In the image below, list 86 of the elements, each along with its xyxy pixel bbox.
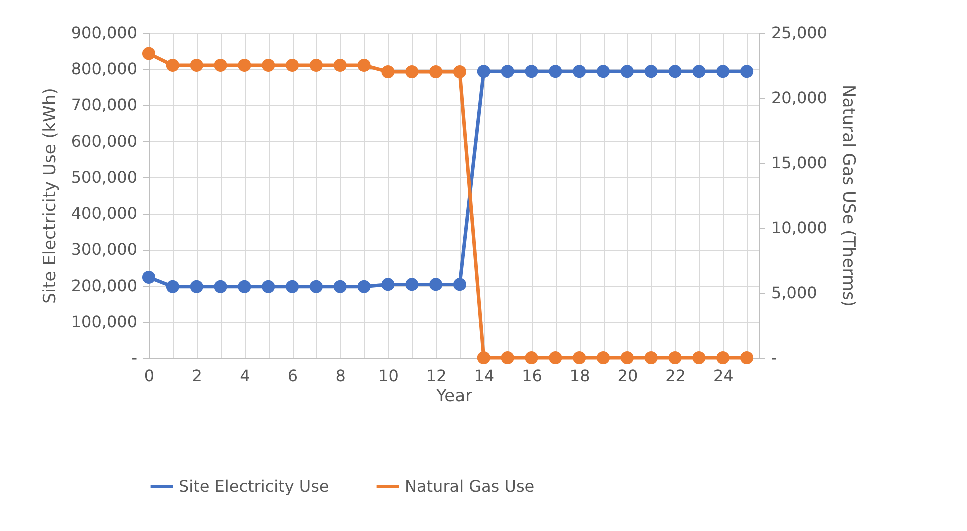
point	[430, 278, 443, 292]
y-tick-label: 300,000	[71, 240, 138, 260]
point	[166, 58, 180, 72]
point	[453, 65, 466, 79]
y-tick-label: 900,000	[71, 24, 138, 42]
x-tick-label: 24	[713, 366, 734, 386]
y-axis-title: Site Electricity Use (kWh)	[40, 88, 60, 304]
y2-tick-label: -	[772, 348, 778, 368]
y-tick-label: 700,000	[71, 96, 138, 115]
point	[166, 280, 180, 294]
x-tick-label: 16	[522, 366, 542, 386]
y-tick-label: 600,000	[71, 132, 138, 151]
y2-tick-label: 25,000	[772, 24, 828, 42]
point	[668, 65, 682, 78]
y-tick-label: 200,000	[71, 276, 138, 296]
point	[142, 270, 156, 284]
point	[525, 351, 538, 365]
point	[740, 351, 754, 365]
point	[382, 278, 395, 292]
x-axis-title: Year	[436, 386, 473, 406]
point	[453, 278, 466, 292]
y-tick-label: -	[132, 348, 138, 368]
point	[214, 280, 228, 294]
y-tick-label: 500,000	[71, 168, 138, 187]
x-tick-label: 4	[240, 366, 250, 386]
point	[190, 280, 204, 294]
x-tick-label: 20	[618, 366, 638, 386]
point	[620, 65, 634, 78]
point	[692, 351, 706, 365]
x-tick-label: 18	[570, 366, 590, 386]
y-tick-label: 100,000	[71, 312, 138, 332]
point	[238, 58, 252, 72]
y2-axis-title: Natural Gas USe (Therms)	[838, 84, 858, 308]
point	[716, 351, 730, 365]
point	[477, 65, 490, 78]
point	[692, 65, 706, 78]
point	[382, 65, 395, 79]
point	[406, 278, 419, 292]
point	[310, 58, 323, 72]
point	[430, 65, 443, 79]
point	[549, 351, 562, 365]
x-tick-label: 2	[192, 366, 202, 386]
x-tick-label: 10	[378, 366, 399, 386]
y2-tick-label: 10,000	[772, 218, 828, 238]
point	[716, 65, 730, 78]
y-tick-label: 400,000	[71, 204, 138, 224]
point	[238, 280, 252, 294]
point	[358, 58, 371, 72]
x-tick-label: 14	[474, 366, 495, 386]
y-tick-label: 800,000	[71, 60, 138, 79]
point	[334, 280, 347, 294]
point	[310, 280, 323, 294]
x-tick-label: 8	[336, 366, 346, 386]
point	[358, 280, 371, 294]
point	[525, 65, 538, 78]
legend-label: Natural Gas Use	[405, 477, 535, 496]
point	[740, 65, 754, 78]
point	[262, 280, 276, 294]
point	[262, 58, 276, 72]
point	[406, 65, 419, 79]
point	[644, 351, 658, 365]
point	[142, 47, 156, 60]
y2-tick-label: 20,000	[772, 88, 828, 108]
point	[573, 351, 586, 365]
point	[334, 58, 347, 72]
point	[190, 58, 204, 72]
point	[596, 65, 610, 78]
x-tick-label: 0	[144, 366, 155, 386]
point	[668, 351, 682, 365]
y2-tick-label: 15,000	[772, 154, 828, 172]
point	[214, 58, 228, 72]
point	[596, 351, 610, 365]
x-tick-label: 22	[666, 366, 686, 386]
point	[477, 351, 490, 365]
point	[573, 65, 586, 78]
point	[644, 65, 658, 78]
y2-tick-label: 5,000	[772, 284, 818, 302]
legend-label: Site Electricity Use	[179, 477, 330, 496]
point	[620, 351, 634, 365]
x-tick-label: 6	[288, 366, 298, 386]
x-tick-label: 12	[426, 366, 447, 386]
point	[549, 65, 562, 78]
point	[286, 58, 300, 72]
point	[501, 65, 514, 78]
point	[286, 280, 300, 294]
point	[501, 351, 514, 365]
